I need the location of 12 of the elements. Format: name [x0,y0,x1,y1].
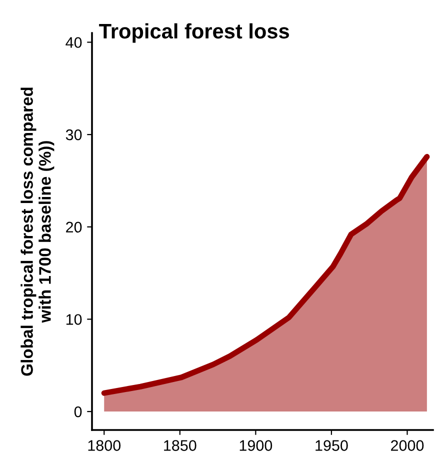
y-tick-label: 30 [66,129,82,140]
x-tick-label: 1900 [240,440,272,451]
y-tick-label: 0 [74,406,82,418]
x-tick-label: 2000 [391,440,424,451]
y-tick-label: 40 [66,37,82,48]
y-axis-title: Global tropical forest loss compared with 1700 baseline (%)) [20,88,54,376]
y-tick-label: 10 [66,314,82,325]
y-tick-label: 20 [66,222,82,233]
x-tick-label: 1950 [316,440,348,451]
x-tick-label: 1850 [164,440,196,451]
chart-title: Tropical forest loss [99,23,289,43]
x-tick-label: 1800 [88,440,121,451]
